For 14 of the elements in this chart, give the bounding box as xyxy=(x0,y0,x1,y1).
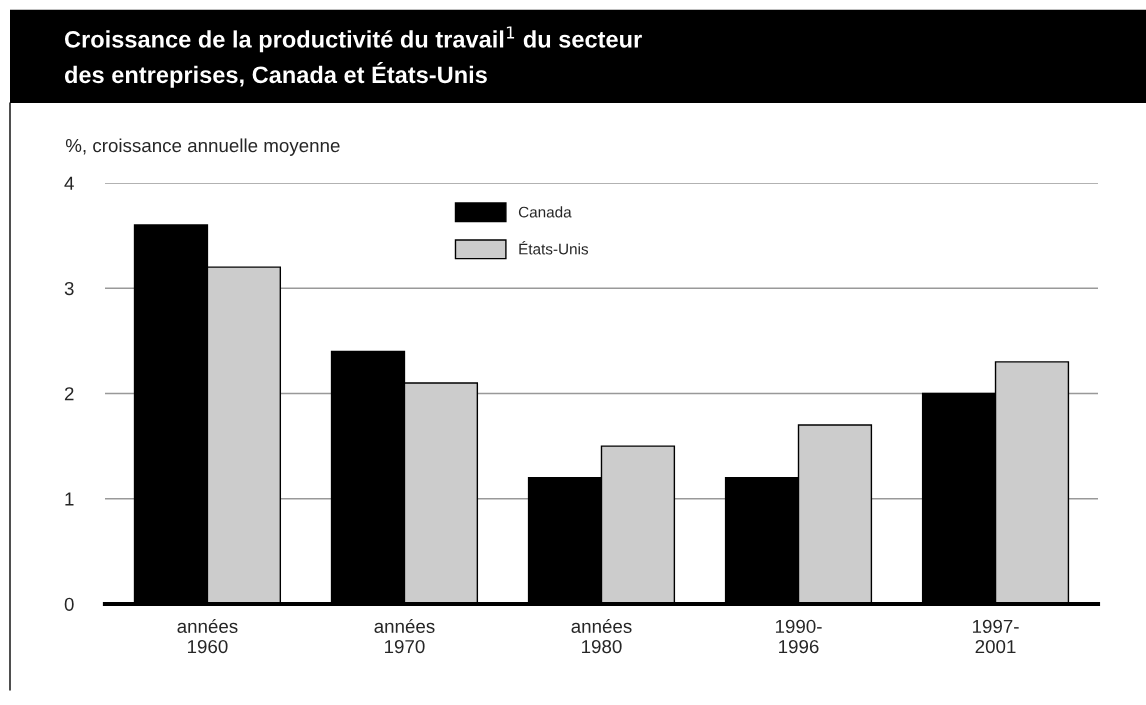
y-axis-title: %, croissance annuelle moyenne xyxy=(65,138,340,156)
chart-title: Croissance de la productivité du travail$^{1}$ du secteur des entreprises, Canada et États-Unis xyxy=(64,26,642,88)
x-tick-label: 1990- 1996 xyxy=(775,619,822,654)
y-tick-label: 2 xyxy=(64,387,74,401)
y-tick-label: 0 xyxy=(64,597,74,611)
x-tick-label: 1997- 2001 xyxy=(972,619,1019,654)
x-tick-label: années 1960 xyxy=(177,619,238,654)
legend-label: Canada xyxy=(518,206,572,218)
y-tick-label: 4 xyxy=(64,176,74,190)
y-tick-label: 1 xyxy=(65,492,74,506)
y-tick-label: 3 xyxy=(64,281,74,296)
legend-label: États-Unis xyxy=(519,241,589,255)
x-tick-label: années 1980 xyxy=(571,619,632,654)
x-tick-label: années 1970 xyxy=(374,619,435,654)
